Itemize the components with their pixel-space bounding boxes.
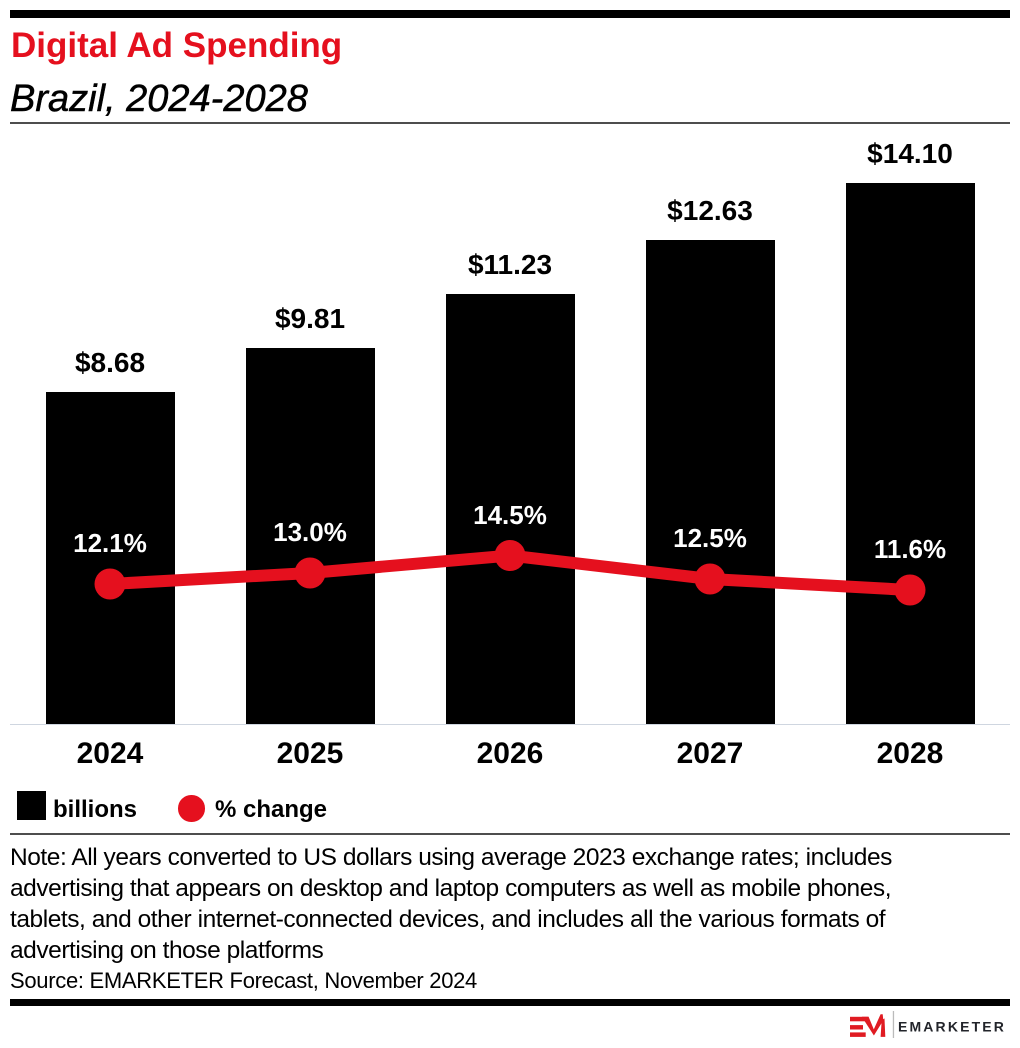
svg-text:EMARKETER: EMARKETER	[898, 1019, 1006, 1035]
